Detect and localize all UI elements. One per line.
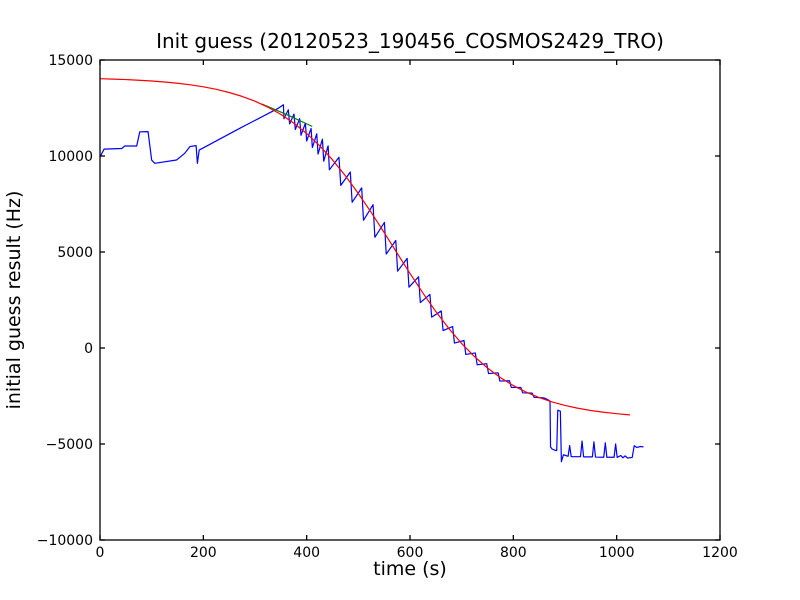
y-tick-label: 5000 (57, 245, 93, 261)
green-line (261, 103, 313, 127)
y-tick-label: 10000 (48, 149, 93, 165)
x-tick-label: 1200 (702, 545, 738, 561)
x-tick-label: 600 (397, 545, 424, 561)
plot-area (100, 60, 720, 540)
x-axis-label: time (s) (373, 558, 447, 580)
y-tick-label: 15000 (48, 53, 93, 69)
red-line (99, 78, 631, 416)
x-tick-label: 200 (190, 545, 217, 561)
x-tick-label: 1000 (599, 545, 635, 561)
blue-line (99, 104, 644, 463)
y-tick-label: 0 (84, 341, 93, 357)
y-axis-label: initial guess result (Hz) (3, 190, 25, 410)
x-tick-label: 400 (293, 545, 320, 561)
y-tick-label: −10000 (37, 533, 93, 549)
chart-title: Init guess (20120523_190456_COSMOS2429_T… (156, 29, 664, 53)
x-tick-label: 0 (96, 545, 105, 561)
y-tick-label: −5000 (46, 437, 93, 453)
x-tick-label: 800 (500, 545, 527, 561)
